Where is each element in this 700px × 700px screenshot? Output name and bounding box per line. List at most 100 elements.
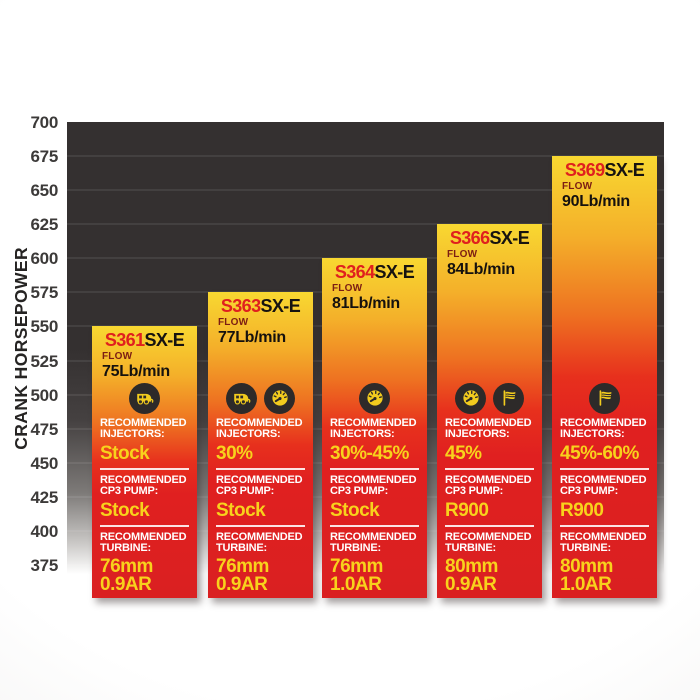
injectors-label: INJECTORS: bbox=[560, 428, 625, 441]
model-series: SX-E bbox=[144, 330, 185, 350]
injectors-section: RECOMMENDED INJECTORS: 45%-60% bbox=[552, 416, 657, 464]
rv-camper-icon bbox=[226, 382, 257, 414]
y-axis-ticks: 700 675 650 625 600 575 550 525 500 475 450 425 400 3… bbox=[0, 0, 60, 700]
turbine-mm-value: 80mm bbox=[445, 555, 498, 577]
bar-title: S361SX-E bbox=[92, 331, 197, 349]
bar-s361: S361SX-E FLOW 75Lb/min RECOMMENDED INJEC… bbox=[92, 326, 197, 598]
y-tick-label: 650 bbox=[30, 181, 59, 201]
recommended-label: RECOMMENDED bbox=[560, 530, 647, 543]
injectors-value: 45% bbox=[445, 442, 482, 464]
bar-title: S364SX-E bbox=[322, 263, 427, 281]
flow-label: FLOW bbox=[562, 181, 593, 192]
y-tick-label: 550 bbox=[30, 317, 59, 337]
divider bbox=[330, 467, 419, 470]
bar-title: S366SX-E bbox=[437, 229, 542, 247]
injectors-section: RECOMMENDED INJECTORS: 30% bbox=[208, 416, 313, 463]
usage-icons bbox=[552, 382, 657, 414]
y-tick-label: 500 bbox=[30, 385, 59, 405]
turbine-ar-value: 0.9AR bbox=[100, 573, 152, 595]
y-tick-label: 450 bbox=[30, 453, 59, 473]
model-number: S364 bbox=[334, 262, 375, 282]
turbine-section: RECOMMENDED TURBINE: 80mm 0.9AR bbox=[437, 530, 542, 594]
divider bbox=[216, 524, 305, 527]
turbine-mm-value: 76mm bbox=[100, 555, 153, 577]
y-tick-label: 700 bbox=[30, 113, 59, 132]
gridline bbox=[67, 189, 664, 192]
recommended-label: RECOMMENDED bbox=[330, 530, 417, 543]
usage-icons bbox=[208, 382, 313, 414]
y-tick-label: 575 bbox=[30, 283, 59, 303]
y-tick-label: 675 bbox=[30, 147, 59, 167]
turbine-ar-value: 1.0AR bbox=[560, 573, 612, 595]
recommended-label: RECOMMENDED bbox=[445, 530, 532, 543]
turbine-label: TURBINE: bbox=[216, 542, 267, 555]
injectors-value: Stock bbox=[100, 442, 150, 464]
injectors-section: RECOMMENDED INJECTORS: 30%-45% bbox=[322, 416, 427, 464]
bars-container: S361SX-E FLOW 75Lb/min RECOMMENDED INJEC… bbox=[67, 122, 664, 598]
cp3-pump-label: CP3 PUMP: bbox=[560, 485, 619, 498]
cp3-section: RECOMMENDED CP3 PUMP: R900 bbox=[437, 473, 542, 521]
bar-s364: S364SX-E FLOW 81Lb/min RECOMMENDED INJEC… bbox=[322, 258, 427, 598]
recommended-label: RECOMMENDED bbox=[100, 530, 187, 543]
injectors-value: 45%-60% bbox=[560, 442, 639, 464]
y-tick-label: 425 bbox=[30, 487, 59, 507]
cp3-value: R900 bbox=[560, 499, 604, 521]
flow-label: FLOW bbox=[102, 351, 133, 362]
turbine-label: TURBINE: bbox=[560, 542, 611, 555]
bar-specs: RECOMMENDED INJECTORS: 45%-60% RECOMMEND… bbox=[552, 382, 657, 598]
recommended-label: RECOMMENDED bbox=[216, 530, 303, 543]
turbine-mm-value: 80mm bbox=[560, 555, 613, 577]
recommended-label: RECOMMENDED bbox=[445, 416, 532, 429]
y-tick-label: 400 bbox=[30, 521, 59, 541]
bar-specs: RECOMMENDED INJECTORS: 30% RECOMMENDED C… bbox=[208, 382, 313, 598]
y-tick-label: 475 bbox=[30, 419, 59, 439]
turbine-label: TURBINE: bbox=[445, 542, 496, 555]
turbine-label: TURBINE: bbox=[100, 542, 151, 555]
cp3-pump-label: CP3 PUMP: bbox=[330, 485, 389, 498]
turbine-ar-value: 0.9AR bbox=[216, 573, 268, 595]
recommended-label: RECOMMENDED bbox=[445, 473, 532, 486]
recommended-label: RECOMMENDED bbox=[560, 416, 647, 429]
cp3-section: RECOMMENDED CP3 PUMP: R900 bbox=[552, 474, 657, 521]
usage-icons bbox=[92, 382, 197, 414]
bar-s369: S369SX-E FLOW 90Lb/min RECOMMENDED INJEC… bbox=[552, 156, 657, 598]
model-series: SX-E bbox=[489, 228, 530, 248]
turbine-section: RECOMMENDED TURBINE: 76mm 0.9AR bbox=[208, 530, 313, 595]
divider bbox=[560, 467, 649, 470]
recommended-label: RECOMMENDED bbox=[100, 416, 187, 429]
recommended-label: RECOMMENDED bbox=[216, 416, 303, 429]
flow-value: 81Lb/min bbox=[332, 295, 400, 312]
y-tick-label: 600 bbox=[30, 249, 59, 269]
rv-camper-icon bbox=[129, 382, 160, 414]
divider bbox=[216, 467, 305, 470]
cp3-value: Stock bbox=[330, 499, 380, 521]
recommended-label: RECOMMENDED bbox=[330, 416, 417, 429]
gauge-icon bbox=[264, 382, 295, 414]
bar-title: S369SX-E bbox=[552, 161, 657, 179]
turbine-mm-value: 76mm bbox=[330, 555, 383, 577]
bar-s366: S366SX-E FLOW 84Lb/min RECOMMENDED INJEC… bbox=[437, 224, 542, 598]
flag-icon bbox=[493, 382, 524, 414]
injectors-section: RECOMMENDED INJECTORS: Stock bbox=[92, 416, 197, 464]
usage-icons bbox=[322, 382, 427, 414]
recommended-label: RECOMMENDED bbox=[216, 473, 303, 486]
model-number: S363 bbox=[220, 296, 261, 316]
bar-specs: RECOMMENDED INJECTORS: 45% RECOMMENDED C… bbox=[437, 382, 542, 598]
cp3-section: RECOMMENDED CP3 PUMP: Stock bbox=[322, 474, 427, 521]
turbine-label: TURBINE: bbox=[330, 542, 381, 555]
cp3-value: Stock bbox=[216, 499, 266, 521]
usage-icons bbox=[437, 382, 542, 414]
gridline bbox=[67, 223, 664, 226]
cp3-value: R900 bbox=[445, 499, 489, 521]
cp3-pump-label: CP3 PUMP: bbox=[216, 485, 275, 498]
bar-s363: S363SX-E FLOW 77Lb/min RECOMMENDED INJEC… bbox=[208, 292, 313, 598]
cp3-pump-label: CP3 PUMP: bbox=[445, 485, 504, 498]
turbine-mm-value: 76mm bbox=[216, 555, 269, 577]
divider bbox=[330, 524, 419, 527]
bar-title: S363SX-E bbox=[208, 297, 313, 315]
y-tick-label: 625 bbox=[30, 215, 59, 235]
gauge-icon bbox=[359, 382, 390, 414]
cp3-pump-label: CP3 PUMP: bbox=[100, 485, 159, 498]
injectors-value: 30%-45% bbox=[330, 442, 409, 464]
model-number: S369 bbox=[564, 160, 605, 180]
